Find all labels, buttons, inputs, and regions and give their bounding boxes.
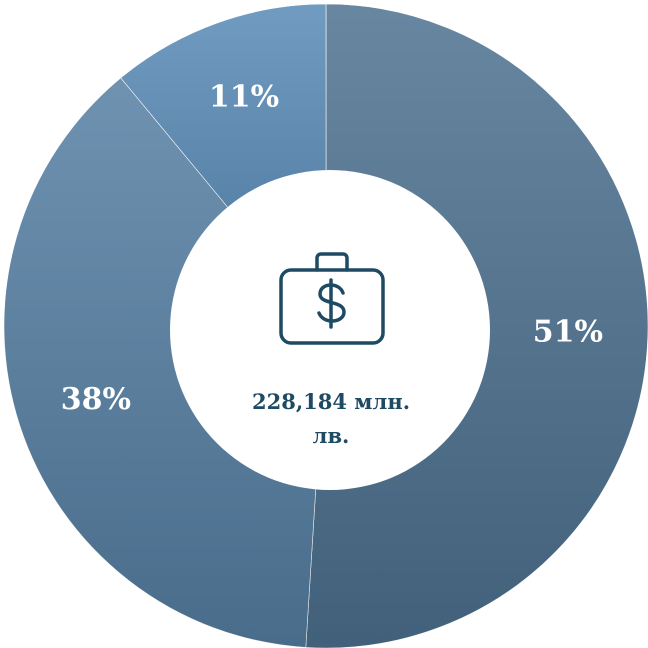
briefcase-icon [279, 252, 385, 345]
donut-hole [170, 170, 490, 490]
value-label: 11% [209, 79, 279, 114]
value-label: 38% [61, 382, 131, 417]
center-label: 228,184 млн. лв. [251, 389, 411, 448]
value-label: 51% [533, 315, 603, 350]
